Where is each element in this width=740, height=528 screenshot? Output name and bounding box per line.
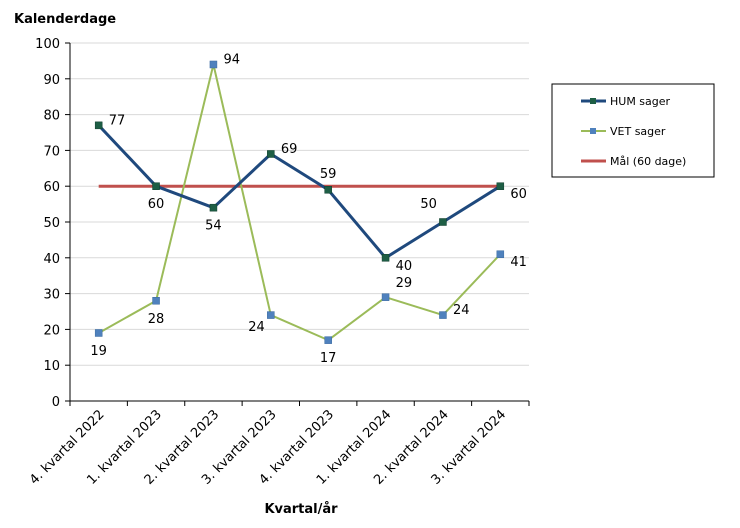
vet-data-label: 19 bbox=[90, 344, 107, 359]
hum-marker bbox=[94, 121, 103, 130]
hum-marker bbox=[381, 254, 390, 262]
y-tick-label: 30 bbox=[43, 288, 60, 303]
vet-data-label: 24 bbox=[453, 303, 470, 318]
hum-data-label: 69 bbox=[281, 142, 298, 157]
vet-marker bbox=[152, 297, 160, 305]
y-tick-label: 90 bbox=[43, 73, 60, 88]
vet-marker bbox=[496, 250, 505, 258]
vet-marker bbox=[439, 311, 447, 319]
y-tick-label: 80 bbox=[43, 109, 60, 124]
hum-marker bbox=[209, 203, 218, 212]
hum-marker bbox=[439, 218, 447, 226]
y-tick-label: 10 bbox=[43, 359, 60, 374]
vet-series-line bbox=[98, 63, 502, 342]
legend-label: HUM sager bbox=[610, 95, 671, 108]
hum-data-label: 59 bbox=[320, 167, 337, 182]
vet-data-label: 17 bbox=[320, 351, 337, 366]
hum-series-line bbox=[97, 124, 502, 260]
legend-swatch-marker bbox=[590, 128, 596, 134]
legend-label: VET sager bbox=[610, 125, 666, 138]
vet-data-label: 24 bbox=[248, 320, 265, 335]
y-tick-label: 40 bbox=[43, 252, 60, 267]
y-tick-label: 100 bbox=[35, 37, 60, 52]
legend: HUM sager VET sager Mål (60 dage) bbox=[551, 83, 715, 178]
hum-marker bbox=[152, 182, 160, 190]
vet-data-label: 29 bbox=[396, 276, 413, 291]
series-lines bbox=[94, 60, 505, 344]
hum-data-label: 60 bbox=[510, 187, 527, 202]
vet-data-label: 94 bbox=[223, 52, 240, 67]
y-tick-label: 20 bbox=[43, 323, 60, 338]
hum-marker bbox=[324, 186, 332, 194]
vet-marker bbox=[94, 329, 103, 337]
y-tick-label: 60 bbox=[43, 180, 60, 195]
hum-data-label: 40 bbox=[396, 259, 413, 274]
legend-label: Mål (60 dage) bbox=[610, 155, 686, 168]
vet-data-label: 41 bbox=[510, 255, 527, 270]
hum-data-label: 50 bbox=[420, 197, 437, 212]
y-tick-label: 0 bbox=[52, 395, 60, 410]
vet-marker bbox=[209, 60, 218, 69]
hum-data-label: 77 bbox=[109, 113, 126, 128]
y-axis-title: Kalenderdage bbox=[14, 12, 116, 27]
hum-marker bbox=[267, 150, 275, 158]
axes bbox=[65, 42, 530, 406]
vet-data-label: 28 bbox=[148, 312, 165, 327]
y-tick-label: 50 bbox=[43, 216, 60, 231]
legend-box bbox=[551, 83, 715, 178]
vet-marker bbox=[324, 336, 332, 344]
legend-swatch-marker bbox=[590, 98, 596, 104]
hum-data-label: 60 bbox=[148, 197, 165, 212]
y-tick-labels: 0 10 20 30 40 50 60 70 80 90 100 bbox=[35, 37, 60, 410]
data-labels: 19 28 94 24 17 29 24 41 77 60 54 69 59 40 50 60 bbox=[90, 52, 526, 366]
hum-marker bbox=[496, 182, 505, 190]
x-axis-title: Kvartal/år bbox=[264, 502, 338, 517]
vet-marker bbox=[381, 293, 390, 301]
y-tick-label: 70 bbox=[43, 144, 60, 159]
vet-marker bbox=[267, 311, 275, 319]
hum-data-label: 54 bbox=[205, 219, 222, 234]
